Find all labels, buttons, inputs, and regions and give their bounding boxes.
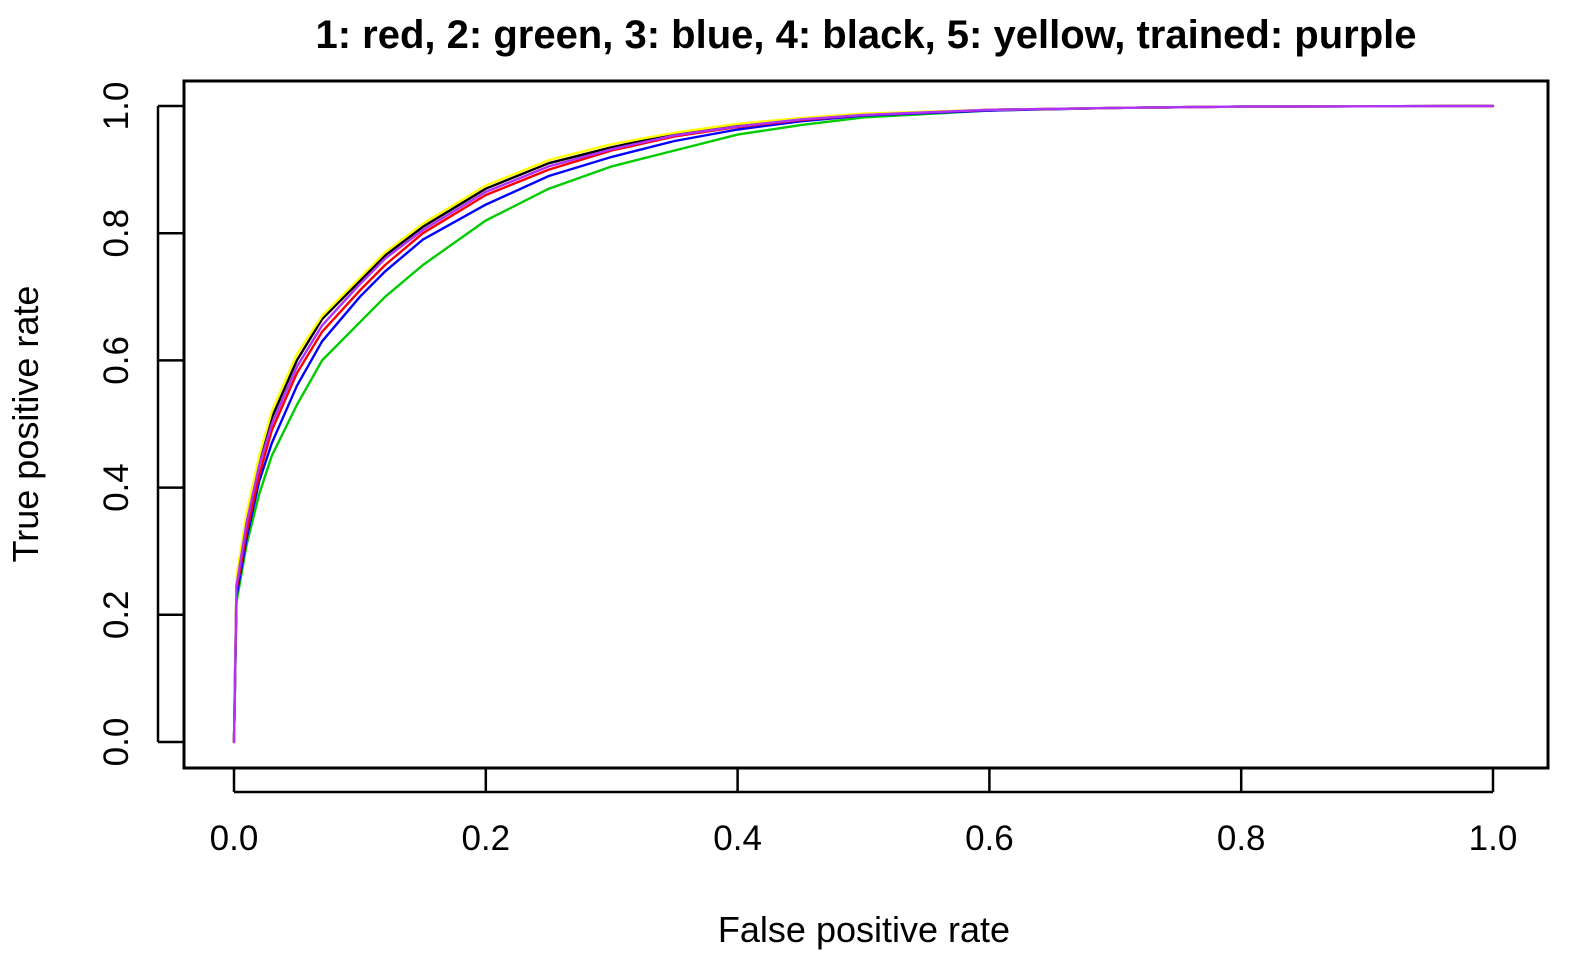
series-layer bbox=[232, 104, 1495, 744]
y-axis: 0.0 0.2 0.4 0.6 0.8 1.0 bbox=[97, 82, 184, 767]
series-line-3 bbox=[232, 104, 1495, 744]
x-tick-label: 0.6 bbox=[965, 819, 1014, 858]
x-ticks: 0.0 0.2 0.4 0.6 0.8 1.0 bbox=[210, 768, 1518, 858]
x-axis-label: False positive rate bbox=[718, 909, 1010, 950]
chart-title: 1: red, 2: green, 3: blue, 4: black, 5: … bbox=[315, 13, 1416, 57]
x-tick-label: 0.8 bbox=[1217, 819, 1266, 858]
series-line-5 bbox=[232, 104, 1495, 744]
y-tick-label: 0.8 bbox=[97, 209, 136, 258]
y-tick-label: 1.0 bbox=[97, 82, 136, 131]
y-tick-label: 0.2 bbox=[97, 590, 136, 639]
series-line-2 bbox=[232, 104, 1495, 744]
y-tick-label: 0.0 bbox=[97, 718, 136, 767]
y-tick-label: 0.6 bbox=[97, 336, 136, 385]
y-tick-label: 0.4 bbox=[97, 463, 136, 512]
plot-frame bbox=[182, 79, 1550, 770]
y-ticks: 0.0 0.2 0.4 0.6 0.8 1.0 bbox=[97, 82, 184, 767]
x-tick-label: 1.0 bbox=[1469, 819, 1518, 858]
x-tick-label: 0.2 bbox=[461, 819, 510, 858]
y-axis-label: True positive rate bbox=[5, 286, 46, 563]
x-tick-label: 0.0 bbox=[210, 819, 259, 858]
x-tick-label: 0.4 bbox=[713, 819, 762, 858]
series-line-6 bbox=[232, 104, 1495, 744]
series-line-4 bbox=[232, 104, 1495, 744]
x-axis: 0.0 0.2 0.4 0.6 0.8 1.0 bbox=[210, 768, 1518, 858]
series-line-1 bbox=[232, 104, 1495, 744]
